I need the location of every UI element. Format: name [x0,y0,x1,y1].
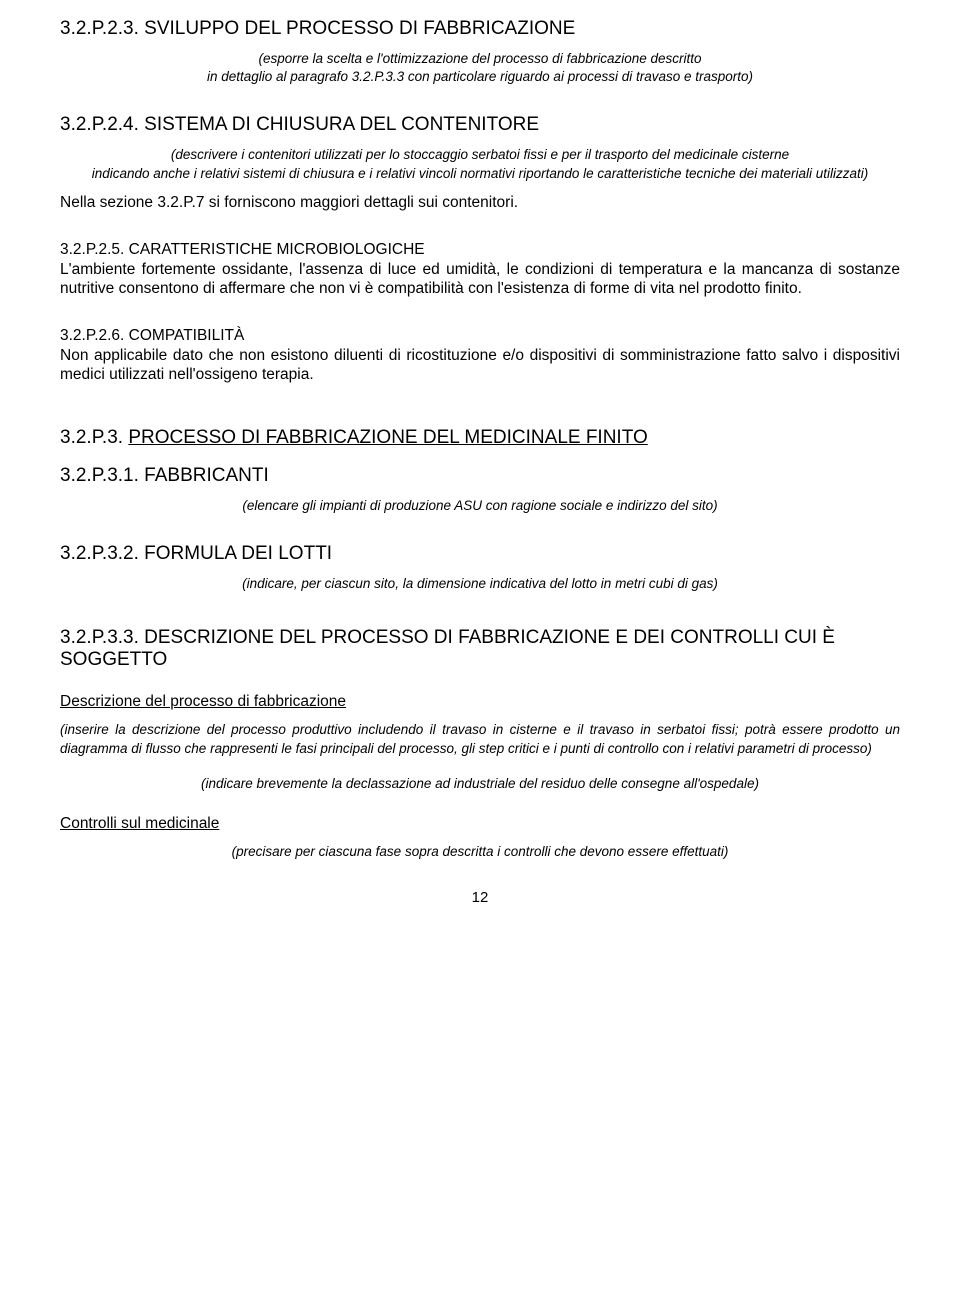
heading-331: 3.2.P.3.1. FABBRICANTI [60,465,900,487]
heading-33: 3.2.P.3. PROCESSO DI FABBRICAZIONE DEL M… [60,427,900,449]
instruction-324: (descrivere i contenitori utilizzati per… [60,146,900,182]
body-324: Nella sezione 3.2.P.7 si forniscono magg… [60,193,900,212]
heading-33-title: PROCESSO DI FABBRICAZIONE DEL MEDICINALE… [128,427,647,448]
heading-324: 3.2.P.2.4. SISTEMA DI CHIUSURA DEL CONTE… [60,114,900,136]
section-325: 3.2.P.2.5. CARATTERISTICHE MICROBIOLOGIC… [60,240,900,298]
instruction-333-1: (inserire la descrizione del processo pr… [60,721,900,759]
instr-324-line2: indicando anche i relativi sistemi di ch… [92,166,869,181]
heading-333: 3.2.P.3.3. DESCRIZIONE DEL PROCESSO DI F… [60,627,900,671]
page-number: 12 [60,889,900,906]
document-page: 3.2.P.2.3. SVILUPPO DEL PROCESSO DI FABB… [0,0,960,936]
section-326: 3.2.P.2.6. COMPATIBILITÀ Non applicabile… [60,326,900,384]
heading-332: 3.2.P.3.2. FORMULA DEI LOTTI [60,543,900,565]
instruction-323: (esporre la scelta e l'ottimizzazione de… [60,50,900,86]
heading-326: 3.2.P.2.6. COMPATIBILITÀ [60,327,244,344]
instr-323-line1: (esporre la scelta e l'ottimizzazione de… [258,51,701,66]
instruction-333-3: (precisare per ciascuna fase sopra descr… [60,843,900,861]
body-326: Non applicabile dato che non esistono di… [60,347,900,383]
heading-325: 3.2.P.2.5. CARATTERISTICHE MICROBIOLOGIC… [60,241,425,258]
body-325: L'ambiente fortemente ossidante, l'assen… [60,261,900,297]
heading-33-prefix: 3.2.P.3. [60,427,128,448]
heading-323: 3.2.P.2.3. SVILUPPO DEL PROCESSO DI FABB… [60,18,900,40]
instr-323-line2: in dettaglio al paragrafo 3.2.P.3.3 con … [207,69,753,84]
instruction-332: (indicare, per ciascun sito, la dimensio… [60,575,900,593]
subheading-333-1: Descrizione del processo di fabbricazion… [60,693,900,711]
instruction-333-2: (indicare brevemente la declassazione ad… [60,775,900,793]
instruction-331: (elencare gli impianti di produzione ASU… [60,497,900,515]
instr-324-line1: (descrivere i contenitori utilizzati per… [171,147,789,162]
subheading-333-2: Controlli sul medicinale [60,815,900,833]
